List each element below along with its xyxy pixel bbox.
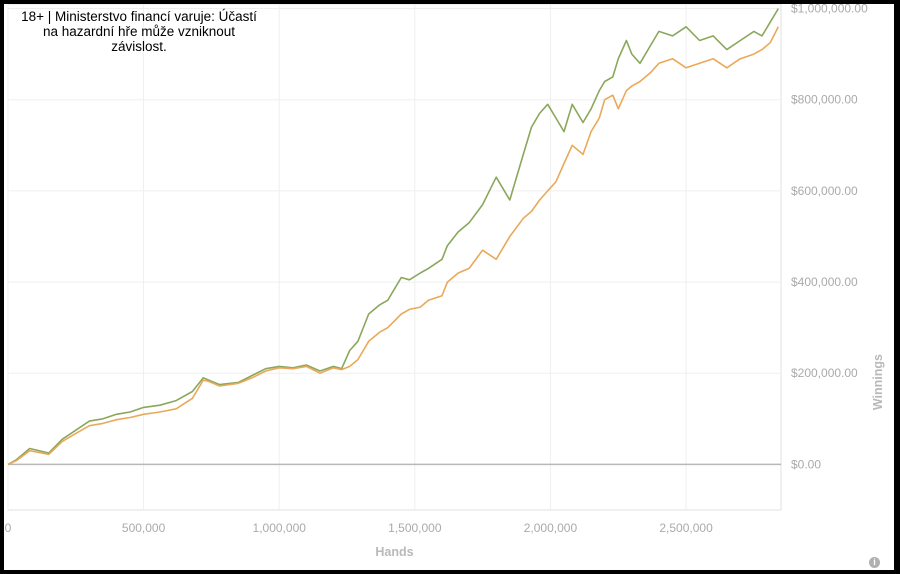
info-icon[interactable]: i xyxy=(869,557,880,568)
x-axis-title: Hands xyxy=(375,545,413,559)
y-axis-title: Winnings xyxy=(871,354,885,410)
gambling-warning-notice: 18+ | Ministerstvo financí varuje: Účast… xyxy=(10,9,268,54)
y-tick-label: $600,000.00 xyxy=(791,184,858,198)
y-tick-label: $800,000.00 xyxy=(791,93,858,107)
x-tick-label: 2,500,000 xyxy=(659,521,713,535)
winnings-chart: $0.00 $200,000.00 $400,000.00 $600,000.00 $8… xyxy=(5,4,885,559)
x-tick-label: 1,500,000 xyxy=(388,521,442,535)
x-tick-label: 500,000 xyxy=(122,521,166,535)
x-tick-label: 2,000,000 xyxy=(524,521,578,535)
notice-line: na hazardní hře může vzniknout xyxy=(42,24,236,39)
x-tick-label: 0 xyxy=(5,521,12,535)
series-line-1 xyxy=(7,26,780,466)
plot-area-border xyxy=(7,4,782,511)
x-tick-label: 1,000,000 xyxy=(253,521,307,535)
y-tick-label: $400,000.00 xyxy=(791,275,858,289)
chart-frame: $0.00 $200,000.00 $400,000.00 $600,000.00 $8… xyxy=(4,4,894,570)
y-tick-label: $200,000.00 xyxy=(791,366,858,380)
y-tick-label: $1,000,000.00 xyxy=(791,4,868,16)
y-tick-label: $0.00 xyxy=(791,457,821,471)
notice-line: 18+ | Ministerstvo financí varuje: Účast… xyxy=(21,9,257,24)
series-line-0 xyxy=(7,8,779,466)
notice-line: závislost. xyxy=(111,39,167,54)
